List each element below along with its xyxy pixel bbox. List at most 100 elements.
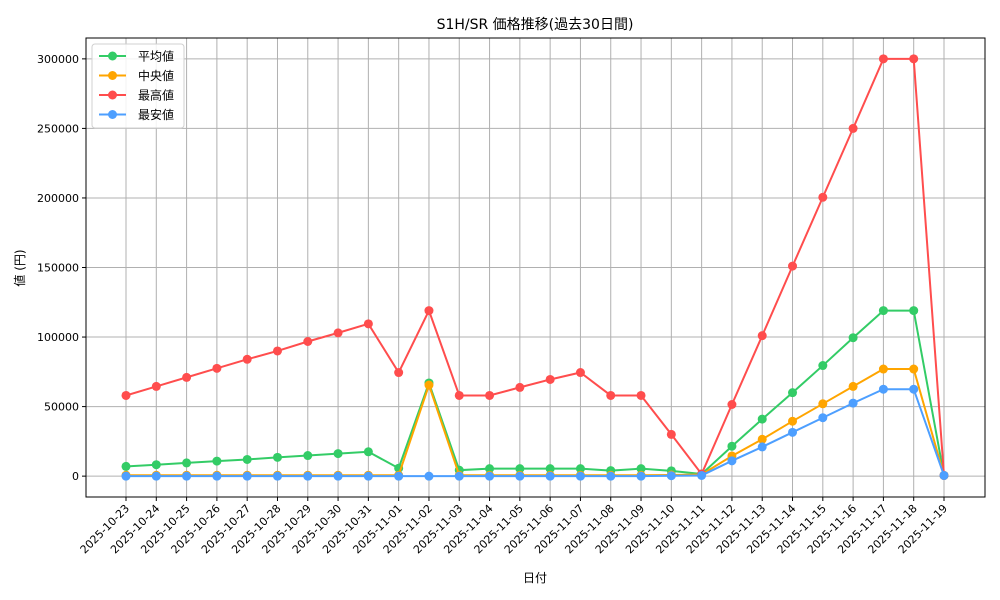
data-point bbox=[636, 471, 646, 481]
data-point bbox=[727, 400, 737, 410]
data-point bbox=[151, 460, 161, 470]
data-point bbox=[909, 364, 919, 374]
data-point bbox=[424, 380, 434, 390]
legend-label: 最高値 bbox=[138, 88, 174, 103]
data-point bbox=[333, 328, 343, 338]
data-point bbox=[242, 471, 252, 481]
data-point bbox=[545, 471, 555, 481]
y-tick-label: 300000 bbox=[37, 53, 79, 66]
data-point bbox=[788, 388, 798, 398]
data-point bbox=[485, 390, 495, 400]
data-point bbox=[878, 306, 888, 316]
y-tick-label: 0 bbox=[72, 470, 79, 483]
data-point bbox=[363, 471, 373, 481]
data-point bbox=[545, 374, 555, 384]
data-point bbox=[242, 454, 252, 464]
data-point bbox=[182, 372, 192, 382]
data-point bbox=[454, 471, 464, 481]
data-point bbox=[333, 471, 343, 481]
data-point bbox=[485, 471, 495, 481]
data-point bbox=[151, 381, 161, 391]
x-axis-ticks: 2025-10-232025-10-242025-10-252025-10-26… bbox=[78, 497, 950, 556]
data-point bbox=[757, 331, 767, 341]
y-tick-label: 200000 bbox=[37, 192, 79, 205]
data-point bbox=[515, 382, 525, 392]
data-point bbox=[272, 346, 282, 356]
data-point bbox=[545, 464, 555, 474]
data-point bbox=[394, 471, 404, 481]
data-point bbox=[485, 464, 495, 474]
data-point bbox=[454, 390, 464, 400]
data-point bbox=[878, 384, 888, 394]
data-point bbox=[212, 456, 222, 466]
data-point bbox=[121, 471, 131, 481]
data-point bbox=[575, 464, 585, 474]
data-point bbox=[182, 458, 192, 468]
x-axis-label: 日付 bbox=[523, 571, 547, 585]
data-point bbox=[727, 441, 737, 451]
data-point bbox=[394, 368, 404, 378]
data-point bbox=[182, 471, 192, 481]
data-point bbox=[363, 447, 373, 457]
data-point bbox=[515, 471, 525, 481]
data-point bbox=[757, 434, 767, 444]
data-point bbox=[788, 416, 798, 426]
data-point bbox=[636, 464, 646, 474]
data-point bbox=[515, 464, 525, 474]
data-point bbox=[575, 368, 585, 378]
legend-label: 中央値 bbox=[138, 68, 174, 83]
data-point bbox=[212, 471, 222, 481]
y-tick-label: 150000 bbox=[37, 262, 79, 275]
data-point bbox=[272, 471, 282, 481]
data-point bbox=[151, 471, 161, 481]
grid-lines bbox=[86, 38, 985, 497]
data-point bbox=[575, 471, 585, 481]
data-point bbox=[121, 390, 131, 400]
series-lines bbox=[121, 54, 949, 481]
data-point bbox=[818, 413, 828, 423]
y-axis-ticks: 0 50000 100000 150000 200000 250000 300000 bbox=[37, 53, 86, 483]
data-point bbox=[939, 470, 949, 480]
data-point bbox=[666, 429, 676, 439]
data-point bbox=[727, 456, 737, 466]
data-point bbox=[666, 471, 676, 481]
data-point bbox=[818, 399, 828, 409]
series-0 bbox=[121, 306, 949, 480]
data-point bbox=[818, 361, 828, 371]
data-point bbox=[909, 306, 919, 316]
data-point bbox=[757, 442, 767, 452]
data-point bbox=[333, 449, 343, 459]
data-point bbox=[697, 470, 707, 480]
chart-title: S1H/SR 価格推移(過去30日間) bbox=[437, 17, 634, 33]
data-point bbox=[606, 390, 616, 400]
data-point bbox=[848, 123, 858, 133]
legend-label: 平均値 bbox=[138, 49, 174, 64]
data-point bbox=[848, 398, 858, 408]
y-tick-label: 50000 bbox=[44, 401, 79, 414]
data-point bbox=[848, 333, 858, 343]
data-point bbox=[909, 54, 919, 64]
data-point bbox=[242, 354, 252, 364]
data-point bbox=[121, 461, 131, 471]
data-point bbox=[303, 471, 313, 481]
data-point bbox=[788, 427, 798, 437]
data-point bbox=[788, 261, 798, 271]
data-point bbox=[363, 319, 373, 329]
legend-label: 最安値 bbox=[138, 107, 174, 122]
y-tick-label: 250000 bbox=[37, 122, 79, 135]
data-point bbox=[757, 414, 767, 424]
y-axis-label: 値 (円) bbox=[12, 249, 27, 286]
data-point bbox=[424, 306, 434, 316]
data-point bbox=[303, 451, 313, 461]
data-point bbox=[818, 192, 828, 202]
data-point bbox=[303, 336, 313, 346]
data-point bbox=[909, 384, 919, 394]
data-point bbox=[212, 363, 222, 373]
data-point bbox=[878, 364, 888, 374]
series-3 bbox=[121, 384, 949, 481]
data-point bbox=[636, 390, 646, 400]
data-point bbox=[272, 452, 282, 462]
data-point bbox=[424, 471, 434, 481]
